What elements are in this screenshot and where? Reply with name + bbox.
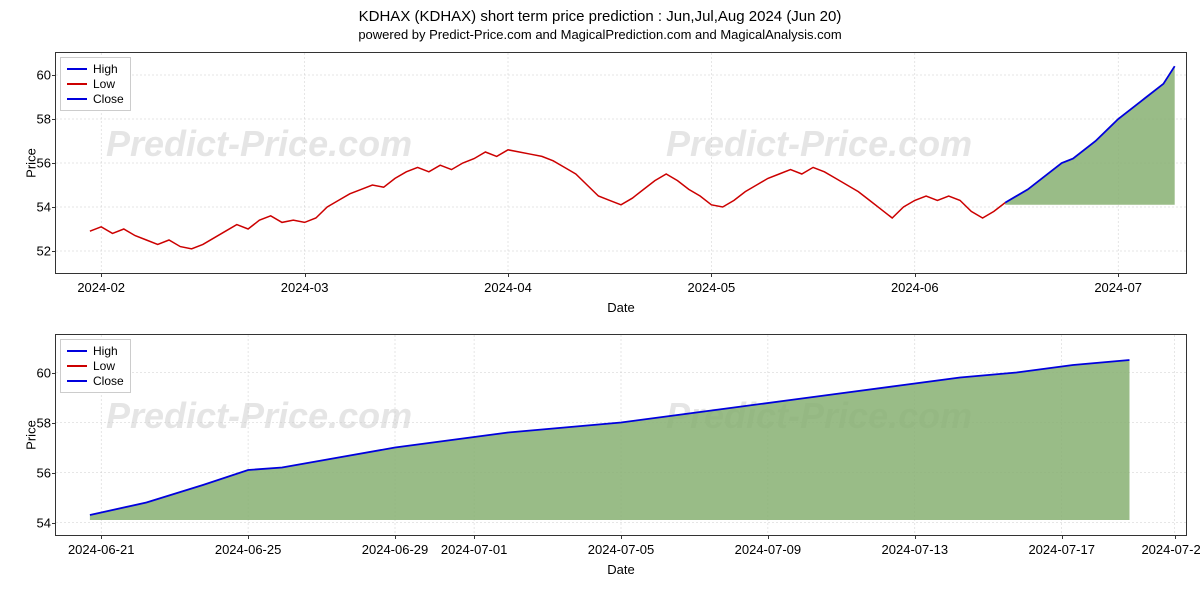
xtick-label: 2024-07-01 <box>441 542 508 557</box>
xtick-label: 2024-07-05 <box>588 542 655 557</box>
bottom-legend: HighLowClose <box>60 339 131 393</box>
xtick-label: 2024-06-29 <box>362 542 429 557</box>
legend-swatch <box>67 350 87 352</box>
legend-swatch <box>67 365 87 367</box>
legend-item: Low <box>67 359 124 373</box>
bottom-xlabel: Date <box>607 562 634 577</box>
ytick-label: 54 <box>26 200 51 215</box>
ytick-label: 56 <box>26 465 51 480</box>
xtick-label: 2024-07-21 <box>1141 542 1200 557</box>
top-legend: HighLowClose <box>60 57 131 111</box>
legend-label: Low <box>93 77 115 91</box>
legend-item: High <box>67 344 124 358</box>
xtick-label: 2024-04 <box>484 280 532 295</box>
bottom-chart: Predict-Price.com Predict-Price.com High… <box>55 334 1187 536</box>
ytick-label: 58 <box>26 112 51 127</box>
bottom-chart-svg <box>56 335 1186 535</box>
legend-item: High <box>67 62 124 76</box>
xtick-label: 2024-03 <box>281 280 329 295</box>
top-chart: Predict-Price.com Predict-Price.com High… <box>55 52 1187 274</box>
legend-label: Low <box>93 359 115 373</box>
legend-label: Close <box>93 92 124 106</box>
xtick-label: 2024-07-13 <box>882 542 949 557</box>
ytick-label: 58 <box>26 415 51 430</box>
legend-swatch <box>67 380 87 382</box>
xtick-label: 2024-06-21 <box>68 542 135 557</box>
chart-title: KDHAX (KDHAX) short term price predictio… <box>0 0 1200 25</box>
legend-item: Low <box>67 77 124 91</box>
legend-label: Close <box>93 374 124 388</box>
legend-label: High <box>93 62 118 76</box>
ytick-label: 56 <box>26 156 51 171</box>
legend-item: Close <box>67 92 124 106</box>
ytick-label: 54 <box>26 515 51 530</box>
ytick-label: 52 <box>26 244 51 259</box>
legend-item: Close <box>67 374 124 388</box>
xtick-label: 2024-07 <box>1094 280 1142 295</box>
xtick-label: 2024-05 <box>688 280 736 295</box>
ytick-label: 60 <box>26 365 51 380</box>
legend-swatch <box>67 83 87 85</box>
xtick-label: 2024-07-17 <box>1028 542 1095 557</box>
ytick-label: 60 <box>26 68 51 83</box>
xtick-label: 2024-06-25 <box>215 542 282 557</box>
legend-swatch <box>67 98 87 100</box>
legend-swatch <box>67 68 87 70</box>
xtick-label: 2024-07-09 <box>735 542 802 557</box>
xtick-label: 2024-06 <box>891 280 939 295</box>
top-chart-svg <box>56 53 1186 273</box>
chart-subtitle: powered by Predict-Price.com and Magical… <box>0 25 1200 42</box>
top-xlabel: Date <box>607 300 634 315</box>
xtick-label: 2024-02 <box>77 280 125 295</box>
legend-label: High <box>93 344 118 358</box>
